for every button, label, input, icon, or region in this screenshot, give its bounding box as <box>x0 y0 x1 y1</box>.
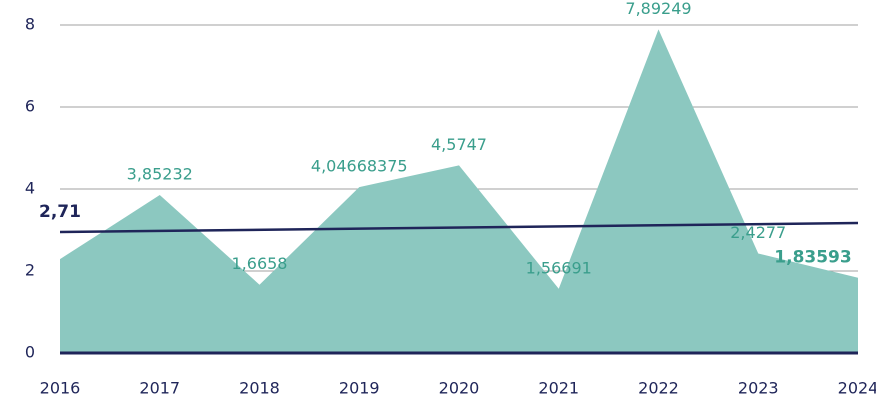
value-label: 4,5747 <box>431 135 487 154</box>
value-label: 1,83593 <box>774 248 851 268</box>
y-tick-label: 4 <box>25 179 35 198</box>
value-label: 1,6658 <box>232 254 288 273</box>
x-tick-label: 2022 <box>638 379 679 398</box>
x-tick-label: 2017 <box>139 379 180 398</box>
area <box>60 29 858 354</box>
trend-line <box>59 221 859 234</box>
value-label: 3,85232 <box>127 165 193 184</box>
x-tick-label: 2016 <box>40 379 81 398</box>
value-label: 2,4277 <box>730 223 786 242</box>
value-label: 1,56691 <box>526 258 592 277</box>
x-tick-label: 2019 <box>339 379 380 398</box>
y-tick-label: 2 <box>25 261 35 280</box>
x-tick-label: 2018 <box>239 379 280 398</box>
x-tick-label: 2020 <box>439 379 480 398</box>
x-tick-label: 2023 <box>738 379 779 398</box>
value-label: 4,04668375 <box>311 157 408 176</box>
trend-label: 2,71 <box>39 202 81 222</box>
x-tick-label: 2021 <box>538 379 579 398</box>
y-tick-label: 8 <box>25 15 35 34</box>
y-tick-label: 6 <box>25 97 35 116</box>
y-tick-label: 0 <box>25 343 35 362</box>
x-tick-label: 2024 <box>838 379 876 398</box>
value-label: 7,89249 <box>625 0 691 18</box>
